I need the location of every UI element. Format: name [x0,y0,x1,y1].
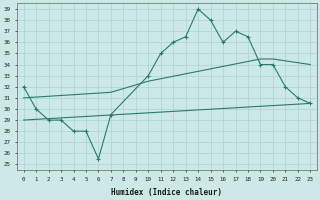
X-axis label: Humidex (Indice chaleur): Humidex (Indice chaleur) [111,188,222,197]
